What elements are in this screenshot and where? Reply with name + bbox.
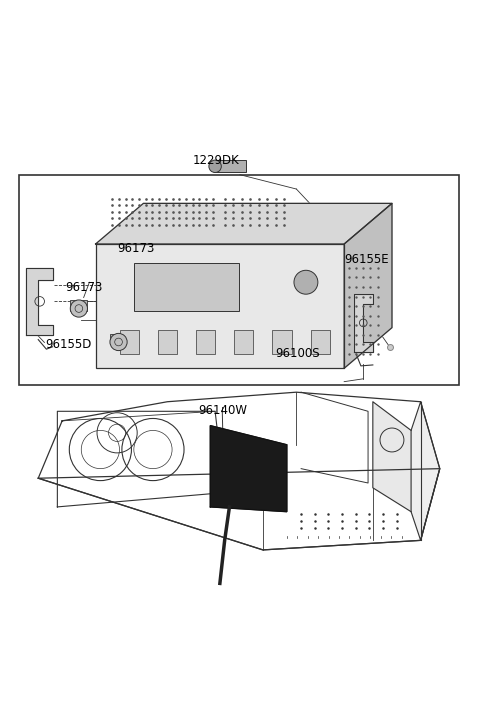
Bar	[311, 330, 330, 354]
Text: 96100S: 96100S	[275, 347, 319, 360]
Text: 1229DK: 1229DK	[193, 154, 239, 167]
Bar	[96, 244, 344, 369]
Circle shape	[110, 334, 127, 350]
Bar	[215, 161, 246, 172]
Text: 96173: 96173	[65, 281, 102, 294]
Polygon shape	[373, 402, 411, 512]
Bar	[134, 263, 239, 311]
Bar	[19, 174, 459, 385]
Bar	[120, 330, 139, 354]
Polygon shape	[354, 294, 373, 352]
Text: 96173: 96173	[118, 241, 155, 254]
Polygon shape	[210, 425, 287, 512]
Polygon shape	[344, 204, 392, 369]
Bar	[110, 334, 127, 345]
Text: 96155E: 96155E	[344, 253, 389, 266]
Bar	[158, 330, 177, 354]
Circle shape	[209, 160, 221, 172]
Polygon shape	[96, 204, 392, 244]
Polygon shape	[26, 268, 53, 335]
Bar	[70, 300, 87, 311]
Polygon shape	[411, 402, 440, 540]
Bar	[234, 330, 253, 354]
Text: 96140W: 96140W	[198, 404, 247, 417]
Circle shape	[294, 270, 318, 294]
Circle shape	[70, 300, 87, 317]
Bar	[272, 330, 292, 354]
Bar	[196, 330, 215, 354]
Text: 96155D: 96155D	[45, 338, 92, 351]
